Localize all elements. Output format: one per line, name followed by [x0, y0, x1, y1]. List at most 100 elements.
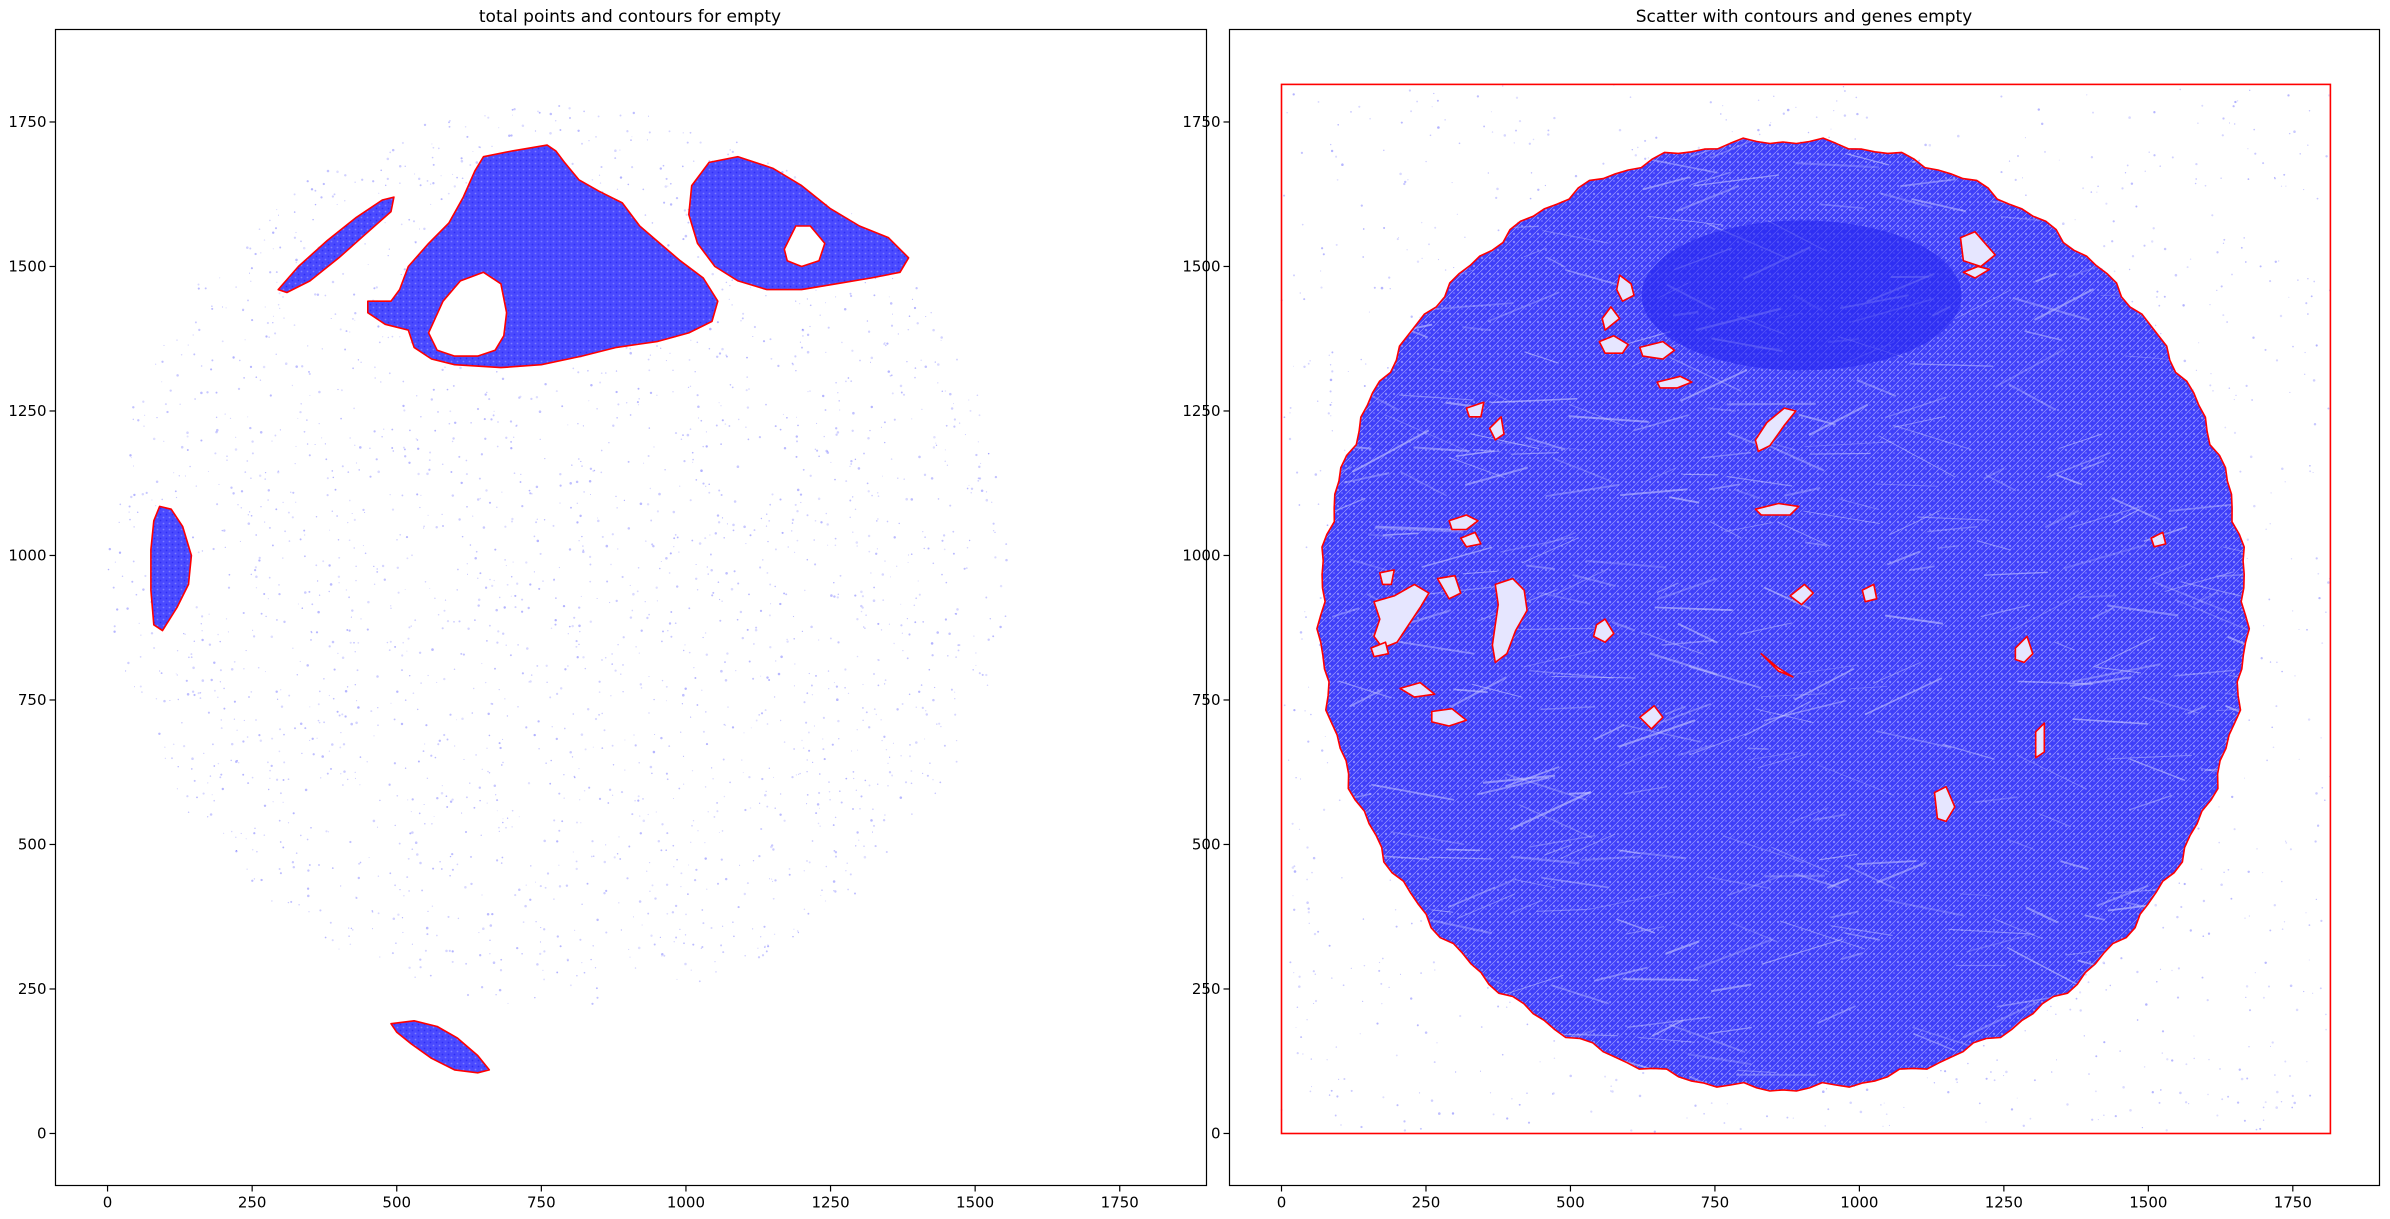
- scatter-point: [276, 698, 279, 700]
- scatter-point: [592, 746, 594, 748]
- scatter-point: [235, 849, 238, 852]
- scatter-point: [642, 819, 646, 823]
- scatter-point: [234, 448, 238, 451]
- fiber-streak: [1399, 394, 1474, 401]
- fiber-streak: [1369, 944, 1443, 960]
- scatter-point: [2308, 959, 2310, 961]
- scatter-point: [2186, 266, 2189, 269]
- scatter-point: [506, 715, 509, 717]
- scatter-point: [1610, 1090, 1612, 1092]
- scatter-point: [579, 514, 582, 518]
- scatter-point: [1697, 146, 1700, 149]
- scatter-point: [2128, 116, 2131, 119]
- scatter-point: [1303, 365, 1306, 368]
- scatter-point: [309, 739, 311, 741]
- scatter-point: [314, 189, 317, 192]
- scatter-point: [618, 836, 620, 838]
- scatter-point: [535, 920, 537, 923]
- scatter-point: [648, 861, 651, 864]
- scatter-point: [637, 799, 640, 802]
- scatter-point: [2082, 187, 2085, 190]
- scatter-point: [306, 180, 309, 183]
- scatter-point: [718, 831, 720, 833]
- scatter-point: [461, 717, 464, 721]
- scatter-point: [2224, 426, 2227, 429]
- scatter-point: [596, 996, 599, 999]
- scatter-point: [854, 508, 857, 511]
- scatter-point: [988, 452, 990, 455]
- fiber-streak: [2154, 581, 2233, 615]
- scatter-point: [746, 406, 750, 409]
- scatter-point: [2255, 1128, 2258, 1131]
- scatter-point: [2153, 111, 2156, 114]
- scatter-point: [1336, 1095, 1339, 1098]
- scatter-point: [833, 595, 836, 598]
- scatter-point: [589, 580, 592, 583]
- scatter-point: [2055, 1013, 2057, 1016]
- x-tick-label: 500: [382, 1194, 411, 1212]
- scatter-point: [1305, 616, 1307, 619]
- fiber-streak: [1876, 730, 1952, 749]
- scatter-point: [806, 759, 808, 761]
- scatter-point: [707, 573, 709, 575]
- scatter-point: [673, 546, 675, 548]
- fiber-streak: [1529, 669, 1614, 679]
- scatter-point: [443, 733, 446, 737]
- scatter-point: [799, 493, 803, 496]
- scatter-point: [284, 530, 287, 533]
- scatter-point: [682, 755, 685, 757]
- scatter-point: [466, 573, 469, 575]
- scatter-point: [692, 160, 695, 162]
- scatter-point: [465, 459, 468, 462]
- scatter-point: [443, 609, 446, 612]
- scatter-point: [1856, 112, 1859, 116]
- scatter-point: [221, 787, 224, 791]
- scatter-point: [140, 634, 142, 636]
- scatter-point: [2285, 842, 2288, 844]
- scatter-point: [865, 614, 867, 616]
- scatter-point: [752, 335, 754, 338]
- scatter-point: [1686, 1117, 1688, 1119]
- scatter-point: [2325, 611, 2327, 613]
- scatter-point: [254, 252, 257, 256]
- scatter-point: [1420, 919, 1423, 923]
- scatter-point: [528, 681, 530, 683]
- scatter-point: [360, 361, 362, 363]
- scatter-point: [591, 840, 594, 843]
- scatter-point: [451, 440, 454, 443]
- fiber-streak: [1342, 1073, 1381, 1084]
- scatter-point: [430, 754, 433, 757]
- scatter-point: [663, 954, 666, 957]
- fiber-streak: [1390, 831, 1465, 846]
- scatter-point: [190, 653, 193, 656]
- scatter-point: [469, 163, 472, 167]
- scatter-point: [1613, 85, 1615, 87]
- scatter-point: [353, 518, 356, 521]
- scatter-point: [276, 281, 278, 283]
- scatter-point: [611, 653, 613, 655]
- scatter-point: [530, 865, 532, 867]
- scatter-point: [272, 248, 274, 250]
- scatter-point: [588, 479, 592, 483]
- scatter-point: [2163, 247, 2167, 251]
- scatter-point: [508, 134, 511, 137]
- scatter-point: [230, 830, 233, 833]
- scatter-point: [2148, 151, 2150, 153]
- scatter-point: [764, 794, 767, 797]
- scatter-point: [2156, 290, 2159, 293]
- scatter-point: [741, 317, 744, 320]
- scatter-point: [415, 242, 417, 244]
- scatter-point: [870, 819, 873, 822]
- scatter-point: [378, 192, 380, 194]
- scatter-point: [512, 114, 513, 116]
- fiber-streak: [1722, 835, 1804, 864]
- scatter-point: [288, 694, 291, 697]
- scatter-point: [1544, 184, 1547, 187]
- fiber-streak: [2071, 663, 2161, 683]
- fiber-streak: [1757, 753, 1809, 769]
- scatter-point: [444, 599, 447, 601]
- scatter-point: [283, 733, 285, 736]
- scatter-point: [130, 495, 133, 499]
- scatter-point: [456, 568, 459, 571]
- scatter-point: [331, 510, 334, 512]
